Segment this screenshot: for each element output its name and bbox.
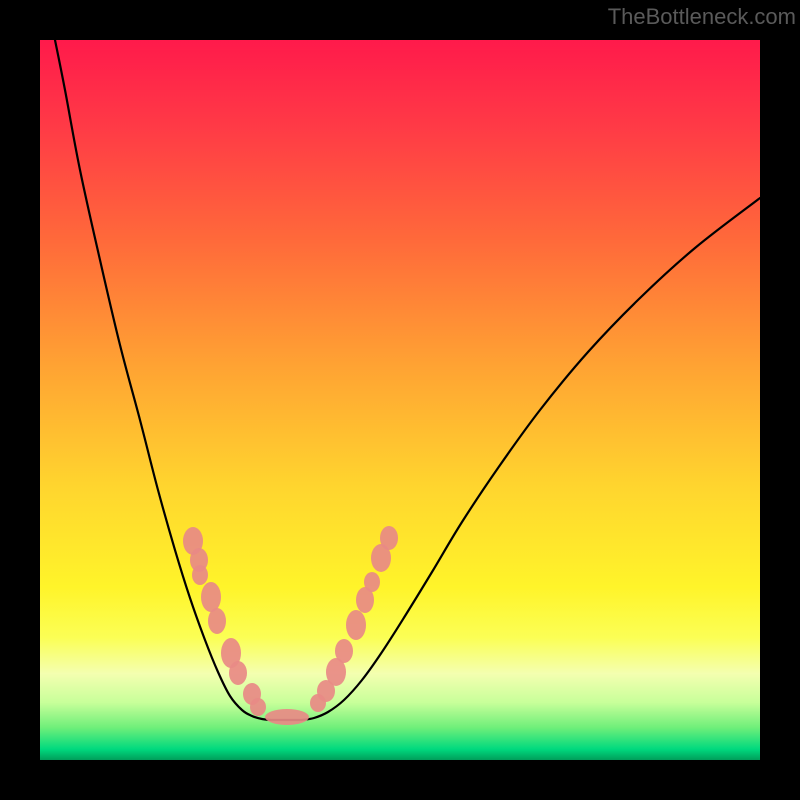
bead-bottom-pill [265, 709, 309, 725]
bead-right-3 [335, 639, 353, 663]
bead-left-2 [192, 565, 208, 585]
gradient-background [40, 40, 760, 760]
bead-left-3 [201, 582, 221, 612]
bead-left-6 [229, 661, 247, 685]
bead-left-4 [208, 608, 226, 634]
bead-right-4 [346, 610, 366, 640]
bead-left-8 [250, 698, 266, 716]
plot-area [40, 40, 760, 760]
bead-right-6 [364, 572, 380, 592]
watermark-text: TheBottleneck.com [608, 4, 796, 30]
plot-svg [40, 40, 760, 760]
bead-right-8 [380, 526, 398, 550]
